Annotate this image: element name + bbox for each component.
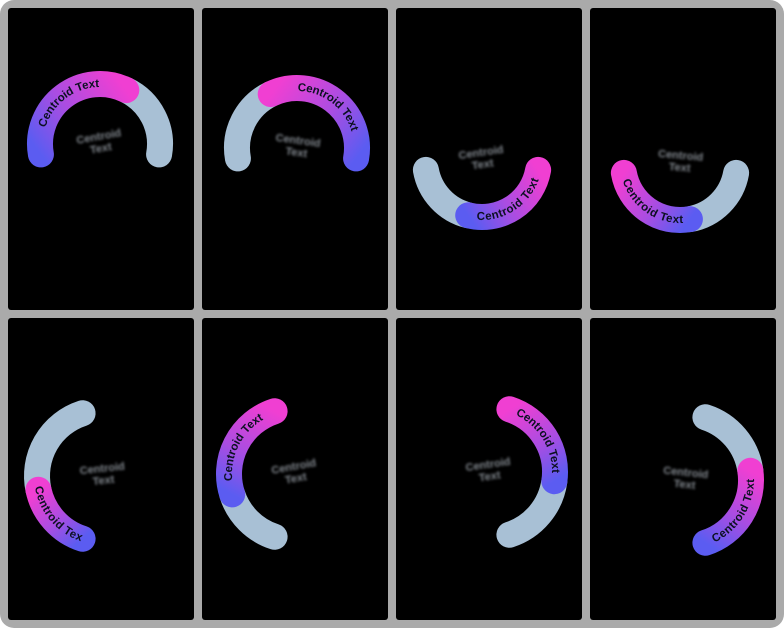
center-label: CentroidText <box>75 127 124 158</box>
gauge-value-arc <box>496 396 568 495</box>
gauge-panel-3: Centroid Text CentroidText <box>396 8 582 310</box>
center-label: CentroidText <box>270 457 319 488</box>
gauge-panel-2: Centroid Text CentroidText <box>202 8 388 310</box>
gauge-value-arc <box>25 476 96 552</box>
center-label: CentroidText <box>79 461 126 490</box>
gauge-value-arc <box>27 71 140 168</box>
center-label: CentroidText <box>465 456 513 486</box>
gauge-value-arc <box>692 457 764 556</box>
gauge-value-arc <box>216 398 288 508</box>
gauge-panel-1: Centroid Text CentroidText <box>8 8 194 310</box>
center-label: CentroidText <box>273 132 321 162</box>
gauge-panel-6: Centroid Text CentroidText <box>202 318 388 620</box>
center-label: CentroidText <box>458 144 506 174</box>
gauge-panel-4: Centroid Text CentroidText <box>590 8 776 310</box>
gauge-value-arc <box>257 75 370 172</box>
gauge-panel-8: Centroid Text CentroidText <box>590 318 776 620</box>
gauge-value-arc <box>610 159 703 233</box>
center-label: CentroidText <box>657 148 704 176</box>
center-label: CentroidText <box>661 465 708 494</box>
gauge-panel-7: Centroid Text CentroidText <box>396 318 582 620</box>
gauge-value-arc <box>455 156 552 230</box>
